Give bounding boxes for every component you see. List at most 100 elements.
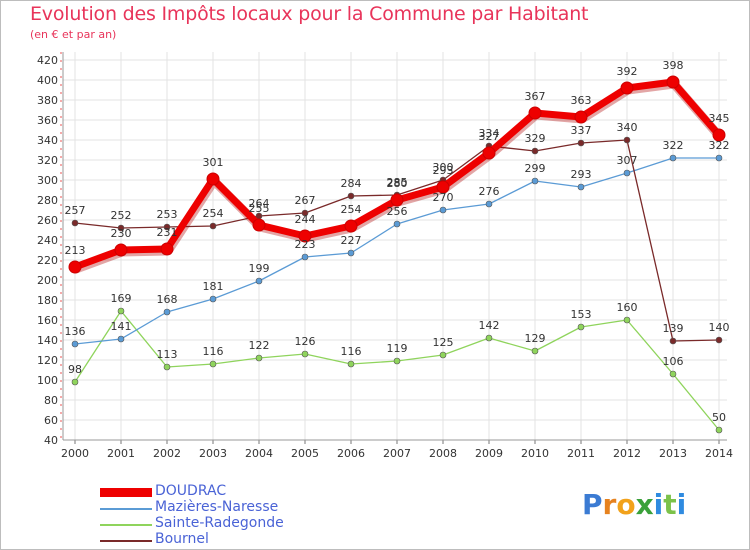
y-tick-label: 40 xyxy=(44,434,58,447)
proxiti-logo: Proxiti xyxy=(582,488,687,521)
data-point xyxy=(347,249,355,257)
x-tick-label: 2006 xyxy=(337,447,365,460)
y-tick-label: 380 xyxy=(37,94,58,107)
data-label: 307 xyxy=(617,154,638,167)
legend-label-sainte-radegonde: Sainte-Radegonde xyxy=(155,515,284,531)
y-tick-label: 340 xyxy=(37,134,58,147)
data-label: 252 xyxy=(111,209,132,222)
y-tick-label: 360 xyxy=(37,114,58,127)
data-label: 392 xyxy=(617,65,638,78)
legend-swatch-bournel xyxy=(100,540,152,542)
data-point xyxy=(620,81,634,95)
data-label: 270 xyxy=(433,191,454,204)
y-tick-label: 60 xyxy=(44,414,58,427)
data-point xyxy=(577,183,585,191)
x-tick-label: 2014 xyxy=(705,447,733,460)
data-point xyxy=(531,147,539,155)
data-label: 363 xyxy=(571,94,592,107)
legend-swatch-doudrac xyxy=(100,488,152,497)
data-label: 329 xyxy=(525,132,546,145)
data-label: 223 xyxy=(295,238,316,251)
data-point xyxy=(163,363,171,371)
data-label: 116 xyxy=(341,345,362,358)
y-tick-label: 180 xyxy=(37,294,58,307)
data-point xyxy=(528,106,542,120)
plot-area xyxy=(63,52,727,440)
data-point xyxy=(485,200,493,208)
x-tick-label: 2007 xyxy=(383,447,411,460)
data-point xyxy=(485,334,493,342)
data-point xyxy=(301,209,309,217)
data-label: 293 xyxy=(433,164,454,177)
data-label: 106 xyxy=(663,355,684,368)
data-point xyxy=(712,128,726,142)
data-point xyxy=(209,295,217,303)
data-label: 257 xyxy=(65,204,86,217)
data-label: 255 xyxy=(249,202,270,215)
y-tick-label: 240 xyxy=(37,234,58,247)
data-label: 98 xyxy=(68,363,82,376)
x-tick-label: 2003 xyxy=(199,447,227,460)
y-tick-label: 80 xyxy=(44,394,58,407)
data-point xyxy=(669,154,677,162)
y-tick-label: 160 xyxy=(37,314,58,327)
x-tick-label: 2008 xyxy=(429,447,457,460)
data-label: 334 xyxy=(479,127,500,140)
data-label: 230 xyxy=(111,227,132,240)
data-label: 244 xyxy=(295,213,316,226)
data-point xyxy=(117,335,125,343)
data-point xyxy=(393,220,401,228)
data-label: 125 xyxy=(433,336,454,349)
x-tick-label: 2013 xyxy=(659,447,687,460)
data-point xyxy=(255,277,263,285)
data-point xyxy=(393,357,401,365)
data-point xyxy=(623,169,631,177)
data-label: 337 xyxy=(571,124,592,137)
y-tick-label: 400 xyxy=(37,74,58,87)
data-label: 276 xyxy=(479,185,500,198)
data-label: 264 xyxy=(249,197,270,210)
data-point xyxy=(163,223,171,231)
data-label: 267 xyxy=(295,194,316,207)
data-point xyxy=(715,426,723,434)
data-point xyxy=(439,351,447,359)
data-point xyxy=(301,253,309,261)
data-point xyxy=(163,308,171,316)
data-label: 50 xyxy=(712,411,726,424)
chart-subtitle: (en € et par an) xyxy=(30,28,117,41)
legend-label-bournel: Bournel xyxy=(155,531,209,547)
y-tick-label: 300 xyxy=(37,174,58,187)
data-point xyxy=(623,316,631,324)
y-tick-label: 140 xyxy=(37,334,58,347)
data-label: 213 xyxy=(65,244,86,257)
legend-label-doudrac: DOUDRAC xyxy=(155,483,227,499)
data-label: 284 xyxy=(341,177,362,190)
data-label: 322 xyxy=(663,139,684,152)
legend-swatch-sainte-radegonde xyxy=(100,524,152,526)
y-tick-label: 120 xyxy=(37,354,58,367)
data-label: 169 xyxy=(111,292,132,305)
data-point xyxy=(574,110,588,124)
y-tick-label: 100 xyxy=(37,374,58,387)
data-label: 199 xyxy=(249,262,270,275)
data-point xyxy=(439,206,447,214)
data-point xyxy=(531,347,539,355)
data-label: 285 xyxy=(387,176,408,189)
data-point xyxy=(252,218,266,232)
data-label: 345 xyxy=(709,112,730,125)
data-label: 231 xyxy=(157,226,178,239)
data-label: 168 xyxy=(157,293,178,306)
data-point xyxy=(390,193,404,207)
data-point xyxy=(68,260,82,274)
x-tick-label: 2002 xyxy=(153,447,181,460)
data-label: 340 xyxy=(617,121,638,134)
data-label: 142 xyxy=(479,319,500,332)
data-point xyxy=(669,370,677,378)
data-point xyxy=(482,146,496,160)
data-label: 136 xyxy=(65,325,86,338)
data-label: 113 xyxy=(157,348,178,361)
data-point xyxy=(298,229,312,243)
data-point xyxy=(715,336,723,344)
data-point xyxy=(577,323,585,331)
